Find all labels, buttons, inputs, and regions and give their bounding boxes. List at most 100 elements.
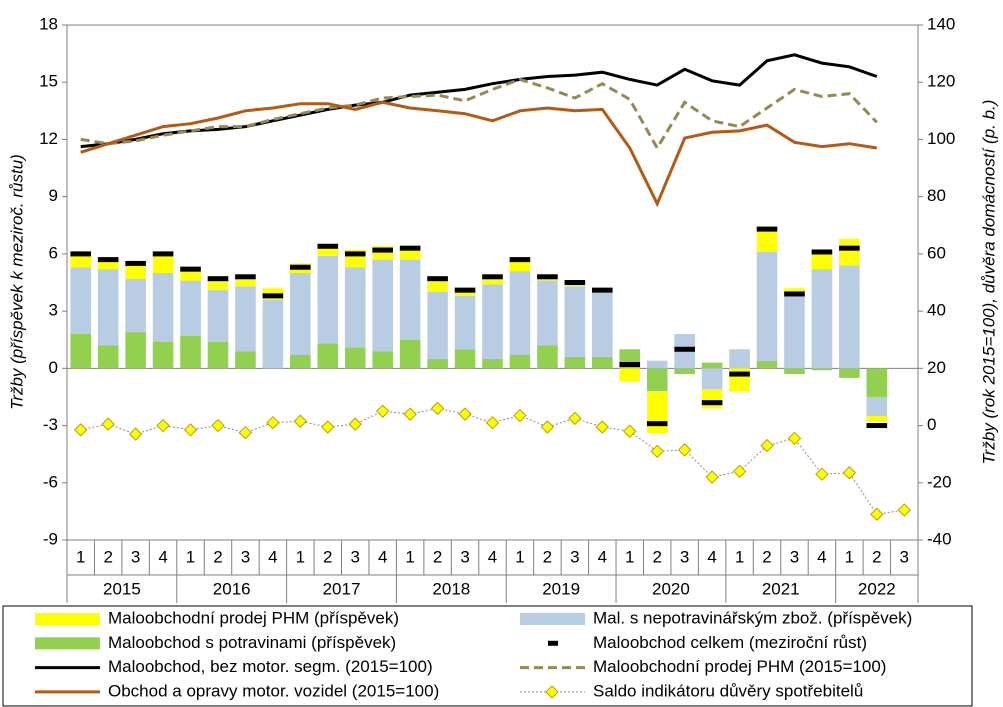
- plot-frame: [66, 24, 919, 541]
- total-marker: [619, 362, 641, 368]
- legend-label: Maloobchod celkem (meziroční růst): [593, 633, 867, 652]
- bar-segment: [180, 269, 201, 281]
- bar-segment: [290, 354, 311, 369]
- total-marker: [784, 291, 805, 297]
- bar-segment: [482, 358, 503, 369]
- x-group-label: 2019: [542, 579, 580, 598]
- legend-swatch: [35, 637, 100, 650]
- x-group-label: 2016: [213, 579, 251, 598]
- bar-segment: [207, 341, 229, 369]
- line-marker: [705, 470, 719, 484]
- x-tick-label: 2: [543, 547, 552, 566]
- total-marker: [592, 287, 613, 293]
- bar-segment: [262, 299, 284, 369]
- total-marker: [756, 226, 778, 232]
- bar-segment: [70, 267, 92, 334]
- y-tick-label: 12: [39, 129, 58, 148]
- bar-segment: [70, 253, 92, 268]
- bar-segment: [482, 284, 503, 359]
- bar-segment: [399, 339, 421, 369]
- x-tick-label: 3: [460, 547, 469, 566]
- x-tick-label: 1: [405, 547, 414, 566]
- y-tick-label: 18: [39, 14, 58, 33]
- line-marker: [623, 424, 637, 438]
- line-marker: [266, 415, 280, 430]
- bar-segment: [674, 368, 695, 375]
- total-marker: [509, 257, 531, 263]
- x-group-label: 2022: [858, 579, 896, 598]
- x-tick-label: 3: [131, 547, 140, 566]
- x-tick-label: 3: [351, 547, 360, 566]
- total-marker: [262, 293, 284, 299]
- bar-segment: [839, 368, 860, 378]
- x-tick-label: 4: [378, 547, 387, 566]
- legend-item: Maloobchod, bez motor. segm. (2015=100): [35, 657, 433, 676]
- total-marker: [344, 251, 366, 257]
- total-marker: [152, 251, 174, 257]
- x-tick-label: 2: [213, 547, 222, 566]
- y2-tick-label: -40: [927, 529, 952, 548]
- x-tick-label: 2: [872, 547, 881, 566]
- bar-segment: [317, 343, 339, 369]
- line-series: [80, 53, 878, 149]
- bar-segment: [317, 255, 339, 344]
- bar-segment: [125, 278, 146, 333]
- bar-segment: [701, 368, 723, 390]
- bar-segment: [372, 351, 393, 369]
- y2-tick-label: 40: [927, 301, 946, 320]
- bar-segment: [646, 360, 668, 369]
- legend-box: [2, 605, 973, 707]
- bar-segment: [125, 332, 146, 369]
- legend-item: Maloobchodní prodej PHM (2015=100): [520, 657, 886, 676]
- y2-tick-label: 120: [927, 72, 955, 91]
- bar-segment: [235, 276, 256, 287]
- bar-segment: [537, 345, 558, 369]
- y-axis-label: Tržby (příspěvek k meziroč. růstu): [7, 154, 26, 410]
- legend-label: Maloobchod s potravinami (příspěvek): [108, 633, 396, 652]
- legend-item: Maloobchodní prodej PHM (příspěvek): [35, 608, 399, 627]
- bar-segment: [235, 351, 256, 369]
- bar-segment: [207, 278, 229, 291]
- x-tick-label: 1: [845, 547, 854, 566]
- bar-segment: [180, 280, 201, 336]
- bar-segment: [97, 345, 119, 369]
- y-tick-label: -3: [43, 415, 58, 434]
- bar-segment: [372, 259, 393, 352]
- total-marker: [454, 287, 476, 293]
- line-marker: [458, 407, 472, 421]
- legend-swatch: [548, 640, 558, 646]
- bar-segment: [70, 334, 92, 369]
- bar-segment: [811, 368, 833, 371]
- bar-segment: [701, 389, 723, 409]
- line-marker: [293, 414, 308, 428]
- total-marker: [372, 247, 393, 253]
- total-marker: [674, 346, 695, 352]
- legend-item: Maloobchod s potravinami (příspěvek): [35, 633, 396, 652]
- line-marker: [485, 415, 500, 430]
- x-tick-label: 1: [515, 547, 524, 566]
- bar-segment: [509, 354, 531, 369]
- bar-segment: [152, 341, 174, 369]
- bar-segment: [152, 272, 174, 342]
- bar-segment: [97, 269, 119, 346]
- total-marker: [70, 251, 92, 257]
- bar-segment: [97, 259, 119, 270]
- line-marker: [787, 431, 802, 446]
- bar-segment: [509, 271, 531, 355]
- line-marker: [101, 417, 115, 431]
- x-tick-label: 1: [186, 547, 195, 566]
- y-tick-label: 0: [49, 358, 58, 377]
- x-tick-label: 3: [790, 547, 799, 566]
- line-marker: [732, 464, 747, 479]
- line-marker: [650, 444, 664, 459]
- x-group-label: 2018: [432, 579, 470, 598]
- x-group-label: 2020: [652, 579, 690, 598]
- x-tick-label: 4: [268, 547, 277, 566]
- line-marker: [348, 417, 362, 431]
- line-series: [80, 77, 878, 151]
- total-marker: [729, 371, 750, 377]
- bar-segment: [454, 295, 476, 350]
- total-marker: [207, 276, 229, 282]
- line-marker: [568, 411, 582, 426]
